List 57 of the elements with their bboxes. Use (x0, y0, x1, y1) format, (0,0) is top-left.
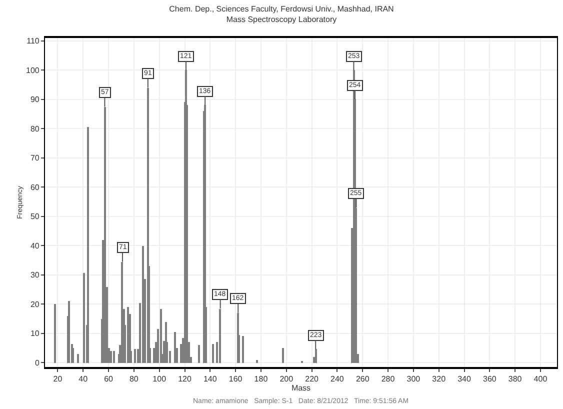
x-tick-label: 60 (104, 374, 114, 384)
x-tick-label: 80 (129, 374, 139, 384)
bar (256, 360, 258, 363)
bar (242, 336, 244, 363)
bar (83, 273, 85, 363)
x-tick-label: 340 (458, 374, 472, 384)
bar (198, 345, 200, 363)
x-tick-label: 320 (432, 374, 446, 384)
bar (121, 262, 123, 363)
y-tick-label: 0 (34, 358, 40, 368)
bar (134, 349, 136, 363)
bar (219, 309, 221, 363)
x-axis-title: Mass (291, 384, 311, 393)
y-tick-label: 90 (30, 95, 40, 104)
bar (282, 348, 284, 363)
bar (54, 304, 56, 363)
y-tick-label: 20 (30, 300, 40, 309)
bar (113, 351, 115, 363)
y-tick-label: 60 (30, 182, 40, 192)
x-tick-label: 260 (356, 374, 370, 384)
x-tick-label: 220 (305, 374, 320, 384)
bar (127, 307, 129, 363)
y-tick-label: 100 (26, 66, 40, 75)
y-tick-label: 110 (26, 36, 40, 46)
bar (315, 349, 317, 363)
x-tick-label: 200 (280, 374, 294, 384)
bar (110, 351, 112, 363)
x-tick-label: 100 (152, 374, 167, 384)
y-tick-label: 30 (30, 270, 40, 280)
bar (142, 246, 144, 363)
x-tick-label: 20 (53, 374, 63, 384)
chart-subtitle: Mass Spectroscopy Laboratory (226, 14, 337, 24)
y-tick-label: 50 (30, 212, 40, 222)
bar (72, 348, 74, 363)
x-tick-label: 160 (228, 374, 243, 384)
bar (68, 301, 70, 363)
x-tick-label: 140 (203, 374, 218, 384)
bar (174, 332, 176, 363)
x-tick-label: 400 (534, 374, 548, 384)
x-tick-label: 360 (482, 374, 497, 384)
x-tick-label: 240 (330, 374, 344, 384)
bar (104, 107, 106, 363)
y-tick-label: 70 (30, 154, 40, 163)
x-tick-label: 380 (508, 374, 522, 384)
x-tick-label: 120 (178, 374, 192, 384)
bar (212, 344, 214, 363)
y-tick-label: 40 (30, 241, 40, 250)
bar (77, 354, 79, 363)
x-tick-label: 280 (381, 374, 396, 384)
chart-title: Chem. Dep., Sciences Faculty, Ferdowsi Univ., Mashhad, IRAN (169, 4, 394, 14)
bar (160, 309, 162, 363)
y-tick-label: 80 (30, 124, 40, 134)
bar (87, 127, 89, 363)
x-tick-label: 180 (254, 374, 268, 384)
x-tick-label: 300 (406, 374, 421, 384)
y-tick-label: 10 (30, 329, 40, 338)
x-tick-label: 40 (78, 374, 88, 384)
